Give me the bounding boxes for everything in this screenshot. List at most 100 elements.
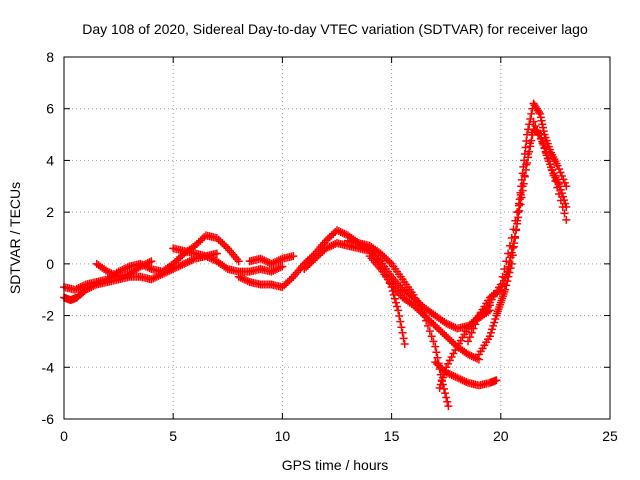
x-tick-label: 0 (60, 428, 68, 444)
data-point (502, 257, 511, 266)
series-arc-16 (485, 117, 571, 307)
data-point (107, 269, 116, 278)
data-point (242, 276, 250, 285)
data-point (221, 263, 230, 272)
data-point (525, 120, 534, 129)
data-point (496, 280, 505, 289)
data-point (413, 304, 422, 313)
data-point (271, 258, 280, 267)
data-point (545, 160, 554, 169)
data-point (424, 321, 432, 330)
data-point (529, 117, 538, 126)
data-point (488, 325, 497, 334)
data-point (420, 311, 429, 320)
data-point (544, 154, 553, 163)
series-arc-5 (169, 244, 221, 261)
series-arc-10 (343, 236, 453, 411)
data-point (218, 239, 227, 248)
data-point (329, 229, 338, 238)
data-point (492, 376, 501, 385)
data-point (234, 257, 243, 266)
data-point (312, 252, 321, 261)
data-point (454, 374, 463, 383)
data-point (316, 249, 325, 258)
data-point (464, 350, 473, 359)
data-point (445, 335, 454, 344)
data-point (431, 342, 440, 351)
data-point (123, 263, 132, 272)
data-point (460, 377, 469, 386)
data-point (323, 243, 332, 252)
data-point (336, 227, 345, 236)
data-point (145, 258, 154, 267)
data-point (220, 240, 229, 249)
data-point (471, 320, 480, 329)
data-point (380, 252, 389, 261)
data-point (444, 320, 453, 329)
data-point (411, 302, 420, 311)
x-tick-label: 5 (169, 428, 177, 444)
data-point (260, 256, 269, 265)
data-point (440, 370, 449, 379)
data-point (200, 233, 209, 242)
data-point (191, 241, 200, 250)
data-point (490, 318, 499, 327)
data-point (540, 143, 549, 152)
data-point (325, 233, 334, 242)
data-point (311, 254, 320, 263)
data-point (469, 324, 478, 333)
y-tick-label: 8 (46, 49, 54, 65)
data-point (183, 258, 192, 267)
data-point (176, 252, 185, 261)
data-point (556, 196, 565, 205)
data-point (214, 235, 223, 244)
y-tick-label: 2 (46, 204, 54, 220)
data-point (447, 337, 456, 346)
data-point (438, 328, 447, 337)
data-point (140, 260, 149, 269)
data-point (434, 325, 443, 334)
series-arc-9 (300, 239, 409, 349)
data-point (109, 270, 118, 279)
data-point (444, 333, 453, 342)
data-point (176, 261, 185, 270)
data-point (234, 272, 243, 281)
data-point (453, 373, 462, 382)
data-point (322, 236, 331, 245)
y-tick-label: -2 (42, 308, 55, 324)
data-point (447, 371, 456, 380)
data-point (385, 258, 394, 267)
data-point (136, 262, 145, 271)
data-point (442, 363, 451, 372)
data-point (238, 274, 247, 283)
data-point (409, 290, 418, 299)
data-point (553, 161, 562, 170)
data-point (411, 294, 420, 303)
data-point (547, 165, 556, 174)
data-point (471, 353, 480, 362)
data-point (441, 366, 450, 375)
data-point (390, 294, 399, 303)
data-point (278, 283, 287, 292)
data-point (486, 328, 495, 337)
data-point (409, 301, 418, 310)
y-tick-label: 0 (46, 256, 54, 272)
data-point (562, 215, 571, 224)
data-point (422, 313, 431, 322)
data-point (395, 312, 404, 321)
series-arc-6 (234, 272, 298, 292)
data-point (538, 139, 547, 148)
data-point (505, 241, 514, 250)
data-point (236, 273, 245, 282)
data-point (515, 199, 523, 208)
data-point (147, 257, 156, 266)
data-point (70, 285, 79, 294)
data-point (333, 226, 341, 235)
data-point (520, 171, 529, 180)
data-point (192, 240, 201, 249)
data-point (397, 323, 406, 332)
data-point (542, 149, 551, 158)
data-point (413, 297, 422, 306)
data-point (187, 256, 196, 265)
data-point (441, 389, 450, 398)
